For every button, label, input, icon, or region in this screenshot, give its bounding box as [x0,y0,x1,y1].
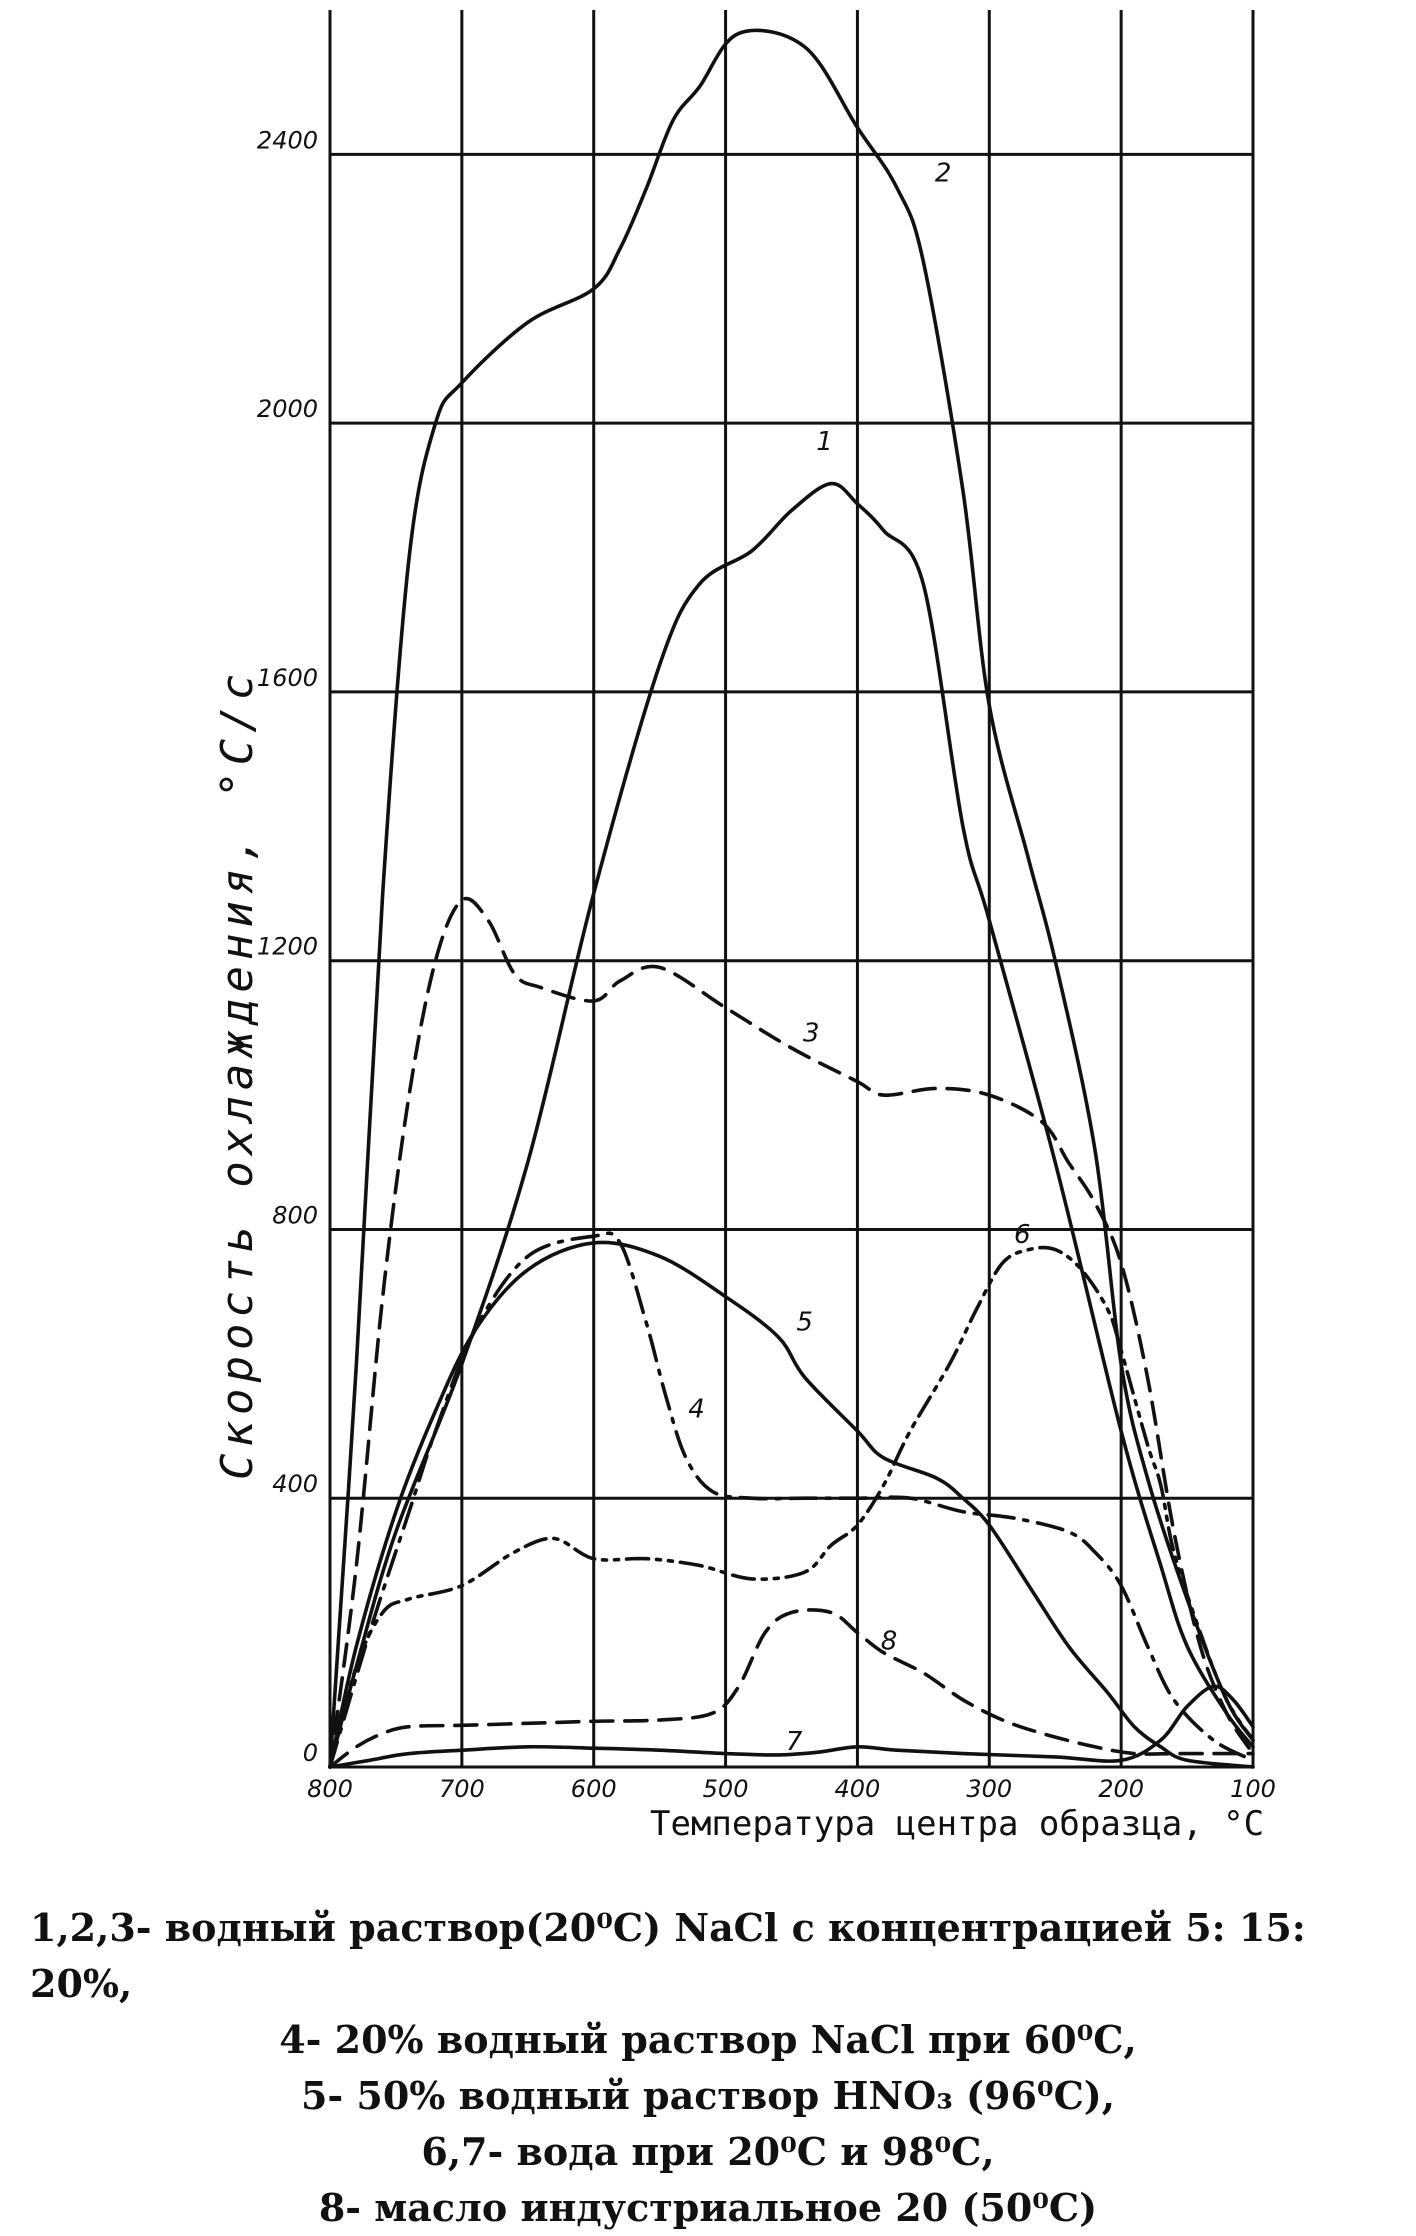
caption: 1,2,3- водный раствор(20⁰С) NaCl с конце… [0,1900,1416,2236]
curve-label-5: 5 [796,1307,813,1337]
y-tick-label: 1200 [257,933,318,961]
series-line-7 [328,1684,1255,1769]
curve-label-6: 6 [1014,1220,1031,1250]
x-axis-label: Температура центра образца, °С [650,1804,1264,1844]
x-tick-label: 600 [571,1775,617,1803]
series-line-2 [328,28,1255,1769]
tick-labels: 800 700 600 500 400 300 200 100 0 400 800 1200 1600 2… [257,126,1276,1803]
cooling-rate-chart: 800 700 600 500 400 300 200 100 0 400 800 1200 1600 2… [212,10,1276,1844]
series-line-3 [328,896,1255,1769]
caption-line-3: 5- 50% водный раствор HNO₃ (96⁰С), [300,2073,1116,2118]
x-tick-label: 700 [439,1775,485,1803]
curve-labels: 1 2 3 4 5 6 7 8 [688,158,1030,1757]
caption-line-4: 6,7- вода при 20⁰С и 98⁰С, [421,2129,995,2174]
x-tick-label: 200 [1098,1775,1144,1803]
curve-label-2: 2 [935,158,952,188]
caption-line-5: 8- масло индустриальное 20 (50⁰С) [318,2185,1098,2230]
curve-label-1: 1 [816,427,833,457]
series-line-1 [328,481,1255,1769]
x-tick-label: 300 [966,1775,1012,1803]
caption-line-1: 1,2,3- водный раствор(20⁰С) NaCl с конце… [30,1905,1306,2006]
y-tick-label: 2000 [257,395,318,423]
y-tick-label: 800 [272,1201,318,1229]
series-line-4 [328,1231,1255,1769]
curve-label-8: 8 [881,1626,898,1656]
x-tick-label: 800 [307,1775,353,1803]
series-line-8 [328,1608,1255,1769]
curve-label-4: 4 [688,1395,705,1425]
series-line-6 [328,1245,1255,1769]
y-tick-label: 400 [272,1470,318,1498]
y-tick-label: 2400 [257,126,318,154]
curve-label-3: 3 [803,1018,820,1048]
x-tick-label: 100 [1230,1775,1276,1803]
x-tick-label: 400 [835,1775,881,1803]
series-line-5 [328,1240,1255,1769]
grid [328,10,1255,1769]
y-axis-label: Скорость охлаждения, °С/с [212,668,263,1480]
x-tick-label: 500 [703,1775,749,1803]
curves [328,28,1255,1769]
y-tick-label: 1600 [257,664,318,692]
curve-label-7: 7 [786,1727,803,1757]
caption-line-2: 4- 20% водный раствор NaCl при 60⁰С, [279,2017,1137,2062]
y-tick-label: 0 [303,1739,318,1767]
